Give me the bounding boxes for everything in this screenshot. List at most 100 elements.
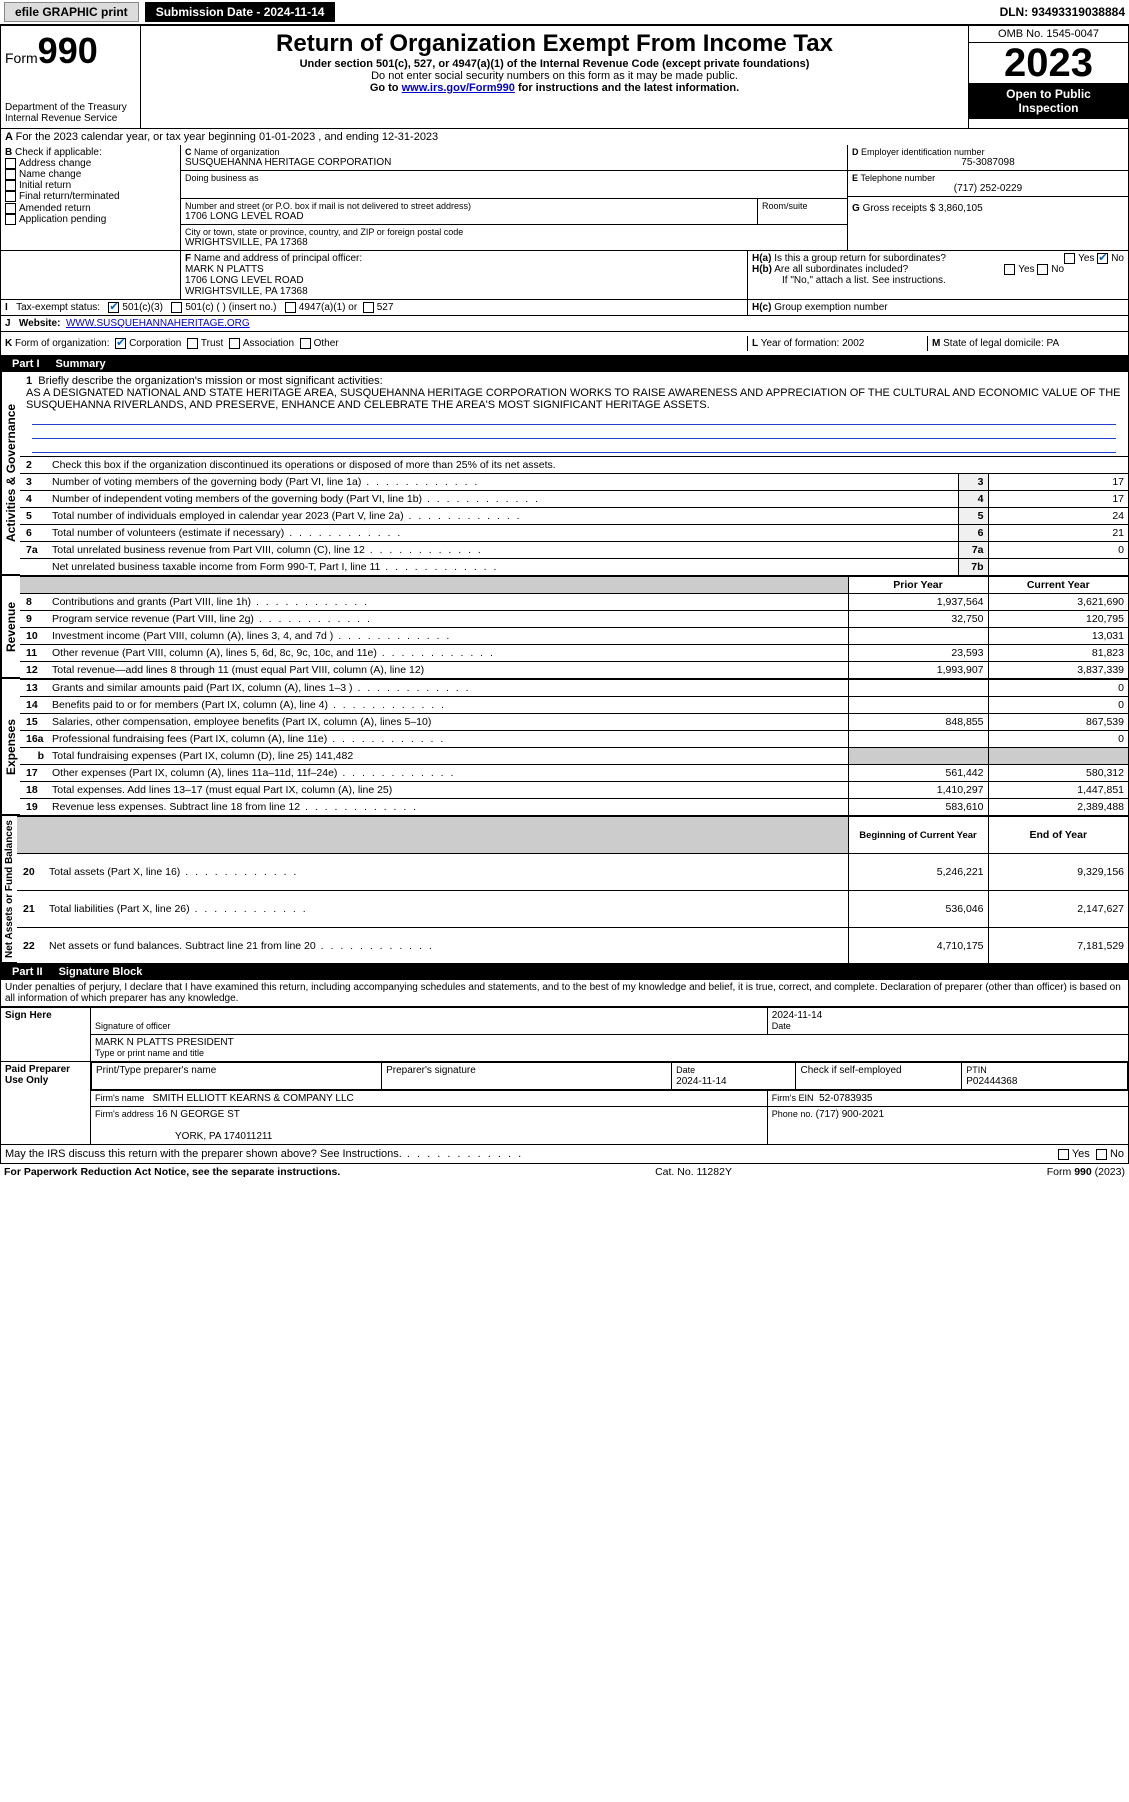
mission-text: AS A DESIGNATED NATIONAL AND STATE HERIT… bbox=[26, 387, 1121, 411]
public-inspection: Open to PublicInspection bbox=[969, 83, 1128, 119]
side-expenses: Expenses bbox=[1, 679, 20, 815]
discuss-no[interactable] bbox=[1096, 1149, 1107, 1160]
website-link[interactable]: WWW.SUSQUEHANNAHERITAGE.ORG bbox=[66, 318, 250, 329]
checkbox-address-change[interactable] bbox=[5, 158, 16, 169]
l5-val: 24 bbox=[988, 508, 1128, 525]
checkbox-final-return[interactable] bbox=[5, 191, 16, 202]
form-title: Return of Organization Exempt From Incom… bbox=[145, 30, 964, 58]
l19-prior: 583,610 bbox=[848, 799, 988, 816]
cb-501c3[interactable] bbox=[108, 302, 119, 313]
city-state-zip: WRIGHTSVILLE, PA 17368 bbox=[185, 237, 843, 248]
firm-phone: (717) 900-2021 bbox=[816, 1109, 884, 1120]
boy-hdr: Beginning of Current Year bbox=[848, 817, 988, 854]
l20-cur: 9,329,156 bbox=[988, 854, 1128, 891]
l12-prior: 1,993,907 bbox=[848, 662, 988, 679]
subtitle-3: Go to www.irs.gov/Form990 for instructio… bbox=[145, 82, 964, 94]
year-formation: 2002 bbox=[842, 338, 864, 349]
dln-text: DLN: 93493319038884 bbox=[1000, 5, 1125, 19]
l8-prior: 1,937,564 bbox=[848, 594, 988, 611]
l18-text: Total expenses. Add lines 13–17 (must eq… bbox=[48, 782, 848, 799]
cb-assoc[interactable] bbox=[229, 338, 240, 349]
subtitle-2: Do not enter social security numbers on … bbox=[145, 70, 964, 82]
l9-cur: 120,795 bbox=[988, 611, 1128, 628]
efile-button[interactable]: efile GRAPHIC print bbox=[4, 2, 139, 22]
irs-link[interactable]: www.irs.gov/Form990 bbox=[402, 82, 515, 94]
l14-cur: 0 bbox=[988, 697, 1128, 714]
l4-val: 17 bbox=[988, 491, 1128, 508]
hb-no[interactable] bbox=[1037, 264, 1048, 275]
cb-501c[interactable] bbox=[171, 302, 182, 313]
street-address: 1706 LONG LEVEL ROAD bbox=[185, 211, 753, 222]
side-governance: Activities & Governance bbox=[1, 372, 20, 575]
room-suite: Room/suite bbox=[757, 199, 847, 224]
l15-prior: 848,855 bbox=[848, 714, 988, 731]
telephone: (717) 252-0229 bbox=[852, 183, 1124, 194]
dept-treasury: Department of the Treasury bbox=[5, 102, 136, 113]
l10-text: Investment income (Part VIII, column (A)… bbox=[48, 628, 848, 645]
l21-cur: 2,147,627 bbox=[988, 891, 1128, 928]
l2-text: Check this box if the organization disco… bbox=[52, 459, 556, 471]
l11-cur: 81,823 bbox=[988, 645, 1128, 662]
l20-text: Total assets (Part X, line 16) bbox=[45, 854, 848, 891]
checkbox-name-change[interactable] bbox=[5, 169, 16, 180]
checkbox-amended[interactable] bbox=[5, 203, 16, 214]
l7a-val: 0 bbox=[988, 542, 1128, 559]
discuss-yes[interactable] bbox=[1058, 1149, 1069, 1160]
cb-527[interactable] bbox=[363, 302, 374, 313]
irs-label: Internal Revenue Service bbox=[5, 113, 136, 124]
officer-name: MARK N PLATTS bbox=[185, 264, 264, 275]
l4-text: Number of independent voting members of … bbox=[48, 491, 958, 508]
cb-4947[interactable] bbox=[285, 302, 296, 313]
cb-corp[interactable] bbox=[115, 338, 126, 349]
ha-no[interactable] bbox=[1097, 253, 1108, 264]
prep-sig-label: Preparer's signature bbox=[382, 1063, 672, 1090]
hb-yes[interactable] bbox=[1004, 264, 1015, 275]
footer-mid: Cat. No. 11282Y bbox=[655, 1166, 732, 1178]
ha-yes[interactable] bbox=[1064, 253, 1075, 264]
ha-label: Is this a group return for subordinates? bbox=[774, 253, 946, 264]
submission-date-button[interactable]: Submission Date - 2024-11-14 bbox=[145, 2, 336, 22]
org-name: SUSQUEHANNA HERITAGE CORPORATION bbox=[185, 157, 843, 168]
footer-left: For Paperwork Reduction Act Notice, see … bbox=[4, 1166, 340, 1178]
hb-label: Are all subordinates included? bbox=[774, 264, 908, 275]
l7b-text: Net unrelated business taxable income fr… bbox=[48, 559, 958, 576]
current-year-hdr: Current Year bbox=[988, 577, 1128, 594]
l16b-text: Total fundraising expenses (Part IX, col… bbox=[48, 748, 848, 765]
city-label: City or town, state or province, country… bbox=[185, 227, 843, 237]
cb-other[interactable] bbox=[300, 338, 311, 349]
side-netassets: Net Assets or Fund Balances bbox=[1, 816, 17, 963]
l13-cur: 0 bbox=[988, 680, 1128, 697]
l19-text: Revenue less expenses. Subtract line 18 … bbox=[48, 799, 848, 816]
l11-prior: 23,593 bbox=[848, 645, 988, 662]
l5-text: Total number of individuals employed in … bbox=[48, 508, 958, 525]
l13-prior bbox=[848, 680, 988, 697]
l20-prior: 5,246,221 bbox=[848, 854, 988, 891]
section-b: B Check if applicable: Address change Na… bbox=[1, 145, 181, 250]
sig-date: 2024-11-14 bbox=[772, 1010, 822, 1021]
l16a-text: Professional fundraising fees (Part IX, … bbox=[48, 731, 848, 748]
footer-right: Form 990 (2023) bbox=[1047, 1166, 1125, 1178]
form-header: Form990 Department of the Treasury Inter… bbox=[0, 25, 1129, 129]
discuss-text: May the IRS discuss this return with the… bbox=[5, 1148, 523, 1160]
sig-officer-label: Signature of officer bbox=[95, 1021, 170, 1031]
l6-text: Total number of volunteers (estimate if … bbox=[48, 525, 958, 542]
cb-trust[interactable] bbox=[187, 338, 198, 349]
line-a-tax-year: A For the 2023 calendar year, or tax yea… bbox=[0, 129, 1129, 145]
addr-label: Number and street (or P.O. box if mail i… bbox=[185, 201, 753, 211]
ptin: P02444368 bbox=[966, 1076, 1017, 1087]
firm-addr2: YORK, PA 174011211 bbox=[95, 1131, 272, 1142]
l17-cur: 580,312 bbox=[988, 765, 1128, 782]
ein: 75-3087098 bbox=[852, 157, 1124, 168]
signature-table: Sign Here Signature of officer 2024-11-1… bbox=[0, 1007, 1129, 1145]
l17-text: Other expenses (Part IX, column (A), lin… bbox=[48, 765, 848, 782]
tax-status-label: Tax-exempt status: bbox=[16, 302, 100, 313]
checkbox-initial-return[interactable] bbox=[5, 180, 16, 191]
l14-text: Benefits paid to or for members (Part IX… bbox=[48, 697, 848, 714]
l10-prior bbox=[848, 628, 988, 645]
l17-prior: 561,442 bbox=[848, 765, 988, 782]
l16a-prior bbox=[848, 731, 988, 748]
l14-prior bbox=[848, 697, 988, 714]
firm-name: SMITH ELLIOTT KEARNS & COMPANY LLC bbox=[153, 1093, 354, 1104]
checkbox-app-pending[interactable] bbox=[5, 214, 16, 225]
l11-text: Other revenue (Part VIII, column (A), li… bbox=[48, 645, 848, 662]
